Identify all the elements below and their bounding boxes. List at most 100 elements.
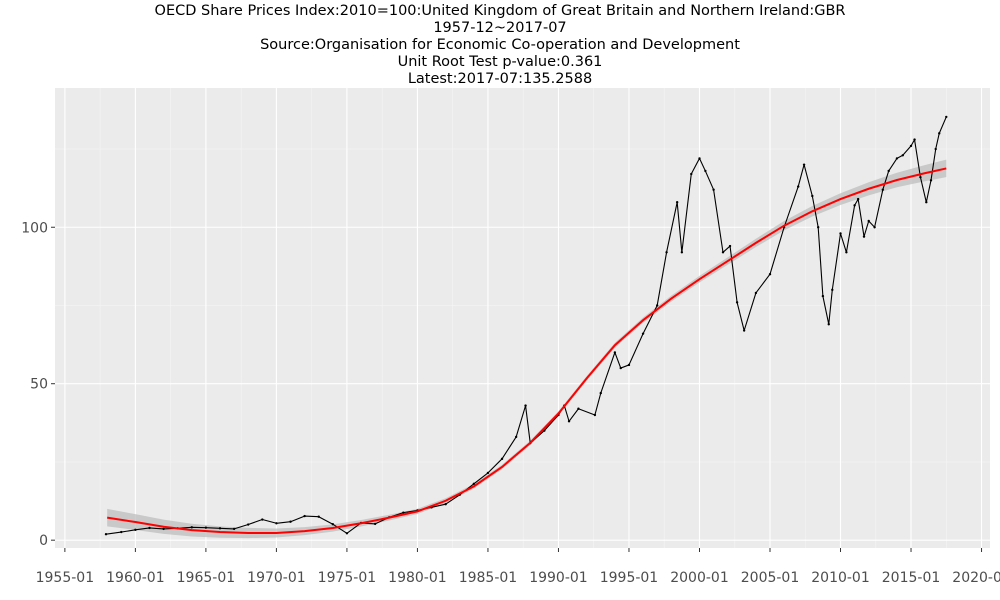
x-tick-label: 2015-01 (882, 570, 941, 586)
series-point (655, 304, 659, 307)
series-point (593, 413, 597, 417)
smooth-line (107, 167, 947, 534)
series-point (845, 251, 848, 254)
series-point (887, 169, 890, 173)
series-point (303, 514, 306, 518)
series-point (690, 172, 693, 176)
title-line-1: OECD Share Prices Index:2010=100:United … (154, 3, 846, 19)
series-point (261, 518, 264, 521)
series-point (232, 527, 236, 531)
series-point (919, 175, 922, 179)
series-point (811, 194, 814, 198)
series-point (619, 366, 622, 370)
series-point (873, 226, 876, 229)
x-tick-label: 2000-01 (670, 570, 729, 586)
x-tick-label: 2010-01 (811, 570, 870, 586)
x-tick-label: 1975-01 (318, 570, 377, 586)
series-point (925, 201, 928, 204)
series-point (275, 522, 278, 525)
series-point (895, 157, 899, 160)
title-line-5: Latest:2017-07:135.2588 (407, 71, 593, 87)
x-tick-label: 1995-01 (600, 570, 659, 586)
title-line-3: Source:Organisation for Economic Co-oper… (260, 37, 740, 53)
series-point (599, 391, 602, 395)
series-point (728, 244, 732, 248)
series-point (345, 532, 349, 535)
series-point (162, 527, 165, 531)
series-point (680, 251, 684, 254)
x-tick-label: 1965-01 (177, 570, 236, 586)
series-points (104, 115, 948, 536)
chart-title: OECD Share Prices Index:2010=100:United … (0, 3, 1000, 88)
series-point (190, 526, 193, 529)
series-point (134, 528, 137, 532)
x-axis: 1955-01 1960-01 1965-01 1970-01 1975-01 1980-… (36, 548, 1000, 586)
y-tick-label: 50 (30, 377, 48, 393)
x-tick-label: 1985-01 (459, 570, 518, 586)
y-tick-label: 0 (39, 533, 48, 549)
series-point (802, 163, 806, 166)
series-point (881, 188, 885, 191)
series-point (913, 138, 916, 141)
series-point (373, 522, 377, 526)
series-point (104, 533, 108, 536)
series-point (331, 523, 335, 526)
series-point (909, 144, 913, 148)
x-tick-label: 2005-01 (741, 570, 800, 586)
series-point (514, 435, 518, 439)
series-point (721, 251, 725, 254)
series-point (444, 502, 447, 506)
series-point (934, 147, 937, 151)
series-point (472, 482, 476, 486)
title-line-2: 1957-12~2017-07 (433, 20, 567, 36)
series-point (797, 185, 800, 188)
series-point (929, 179, 933, 182)
series-point (641, 332, 645, 335)
series-point (862, 235, 866, 238)
series-point (289, 520, 292, 523)
series-point (627, 363, 631, 367)
series-point (148, 526, 151, 530)
series-point (675, 201, 679, 204)
series-point (827, 323, 830, 326)
x-tick-label: 1960-01 (106, 570, 165, 586)
series-point (524, 404, 527, 407)
grid-minor (55, 88, 990, 548)
grid-major (55, 88, 990, 548)
series-point (853, 204, 856, 207)
series-point (120, 530, 123, 534)
series-point (735, 301, 739, 304)
series-point (500, 457, 504, 461)
series-point (704, 169, 707, 173)
series-point (754, 291, 758, 295)
series-point (742, 329, 746, 332)
x-tick-label: 1980-01 (388, 570, 447, 586)
series-point (613, 351, 617, 354)
series-point (247, 523, 250, 526)
series-point (712, 188, 715, 191)
plot-panel (55, 88, 990, 548)
series-point (839, 232, 842, 235)
series-point (577, 407, 580, 410)
x-tick-label: 1970-01 (247, 570, 306, 586)
series-point (486, 471, 490, 475)
series-point (698, 157, 701, 160)
series-point (402, 511, 405, 514)
series-point (867, 219, 870, 223)
y-tick-label: 100 (21, 220, 48, 236)
series-point (945, 115, 948, 119)
series-point (567, 420, 571, 423)
series-point (816, 226, 820, 229)
series-point (821, 294, 825, 298)
series-point (218, 527, 222, 530)
series-point (938, 132, 941, 135)
x-tick-label: 2020-01 (952, 570, 1000, 586)
series-point (768, 272, 772, 276)
title-line-4: Unit Root Test p-value:0.361 (397, 54, 603, 70)
x-tick-label: 1990-01 (529, 570, 588, 586)
series-point (856, 197, 860, 201)
series-point (665, 251, 668, 254)
y-axis: 0 50 100 (21, 220, 55, 549)
series-point (901, 154, 904, 157)
